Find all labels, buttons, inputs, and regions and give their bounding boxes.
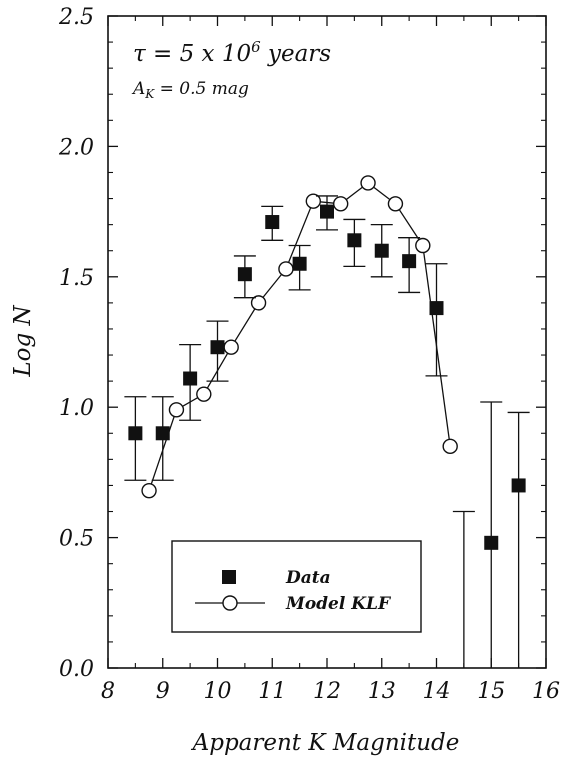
model-klf-series bbox=[141, 175, 458, 499]
data-point bbox=[484, 535, 499, 550]
model-klf-point bbox=[141, 482, 157, 499]
x-tick-label: 15 bbox=[477, 679, 505, 704]
data-point bbox=[265, 215, 280, 230]
data-point bbox=[210, 340, 225, 355]
model-klf-point bbox=[415, 237, 431, 254]
x-tick-label: 8 bbox=[101, 679, 115, 704]
y-tick-label: 1.5 bbox=[59, 266, 94, 291]
model-klf-point bbox=[332, 196, 349, 212]
x-tick-label: 11 bbox=[258, 679, 286, 704]
model-klf-point bbox=[360, 175, 376, 191]
y-tick-label: 0.0 bbox=[59, 657, 94, 682]
legend-box bbox=[171, 540, 422, 633]
legend-model-label: Model KLF bbox=[285, 594, 392, 614]
data-point bbox=[511, 478, 526, 493]
tau-annotation: τ = 5 x 106 years bbox=[133, 38, 331, 67]
model-klf-point bbox=[168, 402, 185, 418]
x-tick-label: 9 bbox=[156, 679, 170, 704]
legend-data-marker bbox=[222, 570, 236, 584]
legend-model-marker bbox=[222, 595, 238, 611]
y-tick-label: 1.0 bbox=[59, 396, 94, 421]
data-series bbox=[124, 195, 530, 668]
model-klf-point bbox=[196, 386, 212, 402]
data-point bbox=[374, 243, 389, 258]
data-point bbox=[429, 301, 444, 316]
x-axis-title: Apparent K Magnitude bbox=[191, 730, 460, 756]
model-klf-point bbox=[250, 295, 267, 311]
legend: Data Model KLF bbox=[171, 540, 422, 633]
model-klf-point bbox=[278, 261, 294, 277]
data-point bbox=[237, 267, 252, 282]
x-tick-label: 10 bbox=[204, 679, 232, 704]
x-tick-label: 16 bbox=[532, 679, 560, 704]
data-point bbox=[128, 426, 143, 441]
data-point bbox=[155, 426, 170, 441]
x-tick-label: 14 bbox=[423, 679, 451, 704]
y-tick-label: 2.0 bbox=[58, 135, 94, 160]
data-point bbox=[347, 233, 362, 248]
data-point bbox=[320, 204, 334, 219]
legend-data-label: Data bbox=[285, 568, 331, 588]
model-klf-point bbox=[387, 196, 404, 212]
model-klf-point bbox=[305, 193, 322, 209]
model-klf-point bbox=[442, 438, 458, 455]
data-point bbox=[183, 371, 198, 386]
y-tick-label: 2.5 bbox=[58, 5, 94, 30]
model-klf-point bbox=[223, 339, 239, 355]
axis-ticks: 8 9 10 11 12 13 14 15 16 0.0 0.5 1.0 1.5 2.0 2.5 bbox=[58, 5, 560, 704]
y-tick-label: 0.5 bbox=[59, 527, 94, 552]
x-tick-label: 13 bbox=[368, 679, 396, 704]
data-point bbox=[402, 254, 417, 269]
y-axis-title: Log N bbox=[10, 304, 36, 377]
model-klf-line bbox=[148, 182, 451, 491]
extinction-annotation: AK = 0.5 mag bbox=[131, 79, 249, 101]
x-tick-label: 12 bbox=[313, 679, 341, 704]
data-point bbox=[292, 256, 307, 271]
